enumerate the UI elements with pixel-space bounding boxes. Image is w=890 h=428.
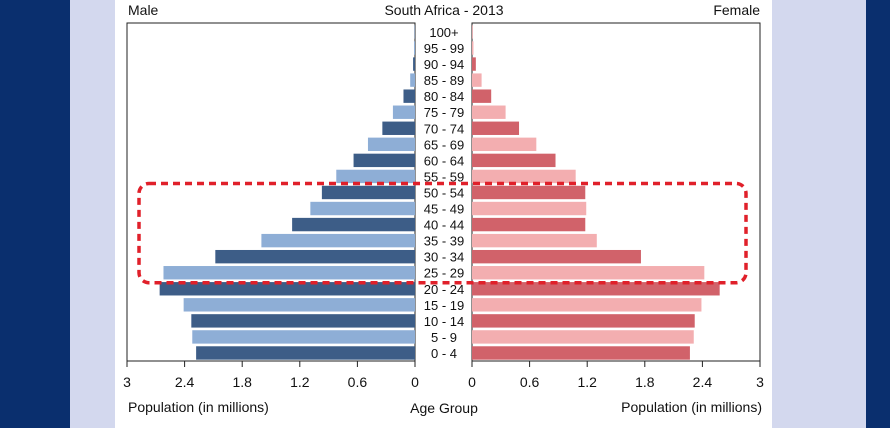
age-group-label: 85 - 89 bbox=[424, 73, 464, 88]
chart-title: South Africa - 2013 bbox=[384, 2, 503, 18]
female-bar bbox=[472, 89, 492, 103]
male-bar bbox=[183, 298, 415, 312]
female-header: Female bbox=[713, 2, 760, 18]
age-group-label: 70 - 74 bbox=[424, 121, 464, 136]
age-group-label: 65 - 69 bbox=[424, 137, 464, 152]
male-bar bbox=[403, 89, 415, 103]
age-group-label: 15 - 19 bbox=[424, 298, 464, 313]
female-bar bbox=[472, 266, 705, 280]
male-bar bbox=[310, 201, 415, 216]
male-bar bbox=[353, 153, 415, 168]
male-bar bbox=[392, 105, 415, 119]
female-tick-label: 1.8 bbox=[635, 374, 655, 390]
male-axis-label: Population (in millions) bbox=[128, 399, 269, 415]
age-group-label: 50 - 54 bbox=[424, 185, 464, 200]
age-group-axis-label: Age Group bbox=[410, 400, 478, 416]
male-bar bbox=[367, 137, 415, 152]
female-tick-label: 0 bbox=[468, 374, 476, 390]
female-axis-ticks: 0 0.6 1.2 1.8 2.4 3 bbox=[468, 361, 764, 390]
male-bar bbox=[196, 346, 415, 360]
female-bar bbox=[472, 298, 702, 312]
age-group-label: 10 - 14 bbox=[424, 314, 464, 329]
female-bar bbox=[472, 233, 597, 248]
female-bar bbox=[472, 330, 694, 344]
age-group-label: 40 - 44 bbox=[424, 218, 464, 233]
male-tick-label: 1.2 bbox=[290, 374, 310, 390]
female-axis-label: Population (in millions) bbox=[621, 399, 762, 415]
female-tick-label: 3 bbox=[756, 374, 764, 390]
age-group-label: 5 - 9 bbox=[431, 330, 457, 345]
female-tick-label: 2.4 bbox=[693, 374, 713, 390]
female-bar bbox=[472, 282, 720, 296]
male-bar bbox=[159, 282, 415, 296]
male-bar bbox=[336, 169, 415, 184]
female-bar bbox=[472, 121, 520, 135]
male-axis-ticks: 0 0.6 1.2 1.8 2.4 3 bbox=[123, 361, 419, 390]
female-bar bbox=[472, 137, 537, 152]
male-bar bbox=[321, 185, 415, 200]
age-group-label: 30 - 34 bbox=[424, 250, 464, 265]
male-bar bbox=[410, 73, 415, 87]
female-tick-label: 1.2 bbox=[577, 374, 597, 390]
male-tick-label: 3 bbox=[123, 374, 131, 390]
male-bar bbox=[192, 330, 415, 344]
female-bar bbox=[472, 249, 641, 264]
female-bar bbox=[472, 217, 586, 232]
male-bar bbox=[414, 41, 415, 55]
age-group-label: 75 - 79 bbox=[424, 105, 464, 120]
age-group-label: 95 - 99 bbox=[424, 41, 464, 56]
male-bar bbox=[292, 217, 415, 232]
female-tick-label: 0.6 bbox=[520, 374, 540, 390]
age-group-label: 20 - 24 bbox=[424, 282, 464, 297]
highlight-dashed-box bbox=[137, 181, 748, 285]
female-bar bbox=[472, 314, 695, 328]
male-bar bbox=[191, 314, 415, 328]
left-background-band bbox=[0, 0, 70, 428]
age-group-label: 90 - 94 bbox=[424, 57, 464, 72]
female-bar bbox=[472, 169, 576, 184]
female-bar bbox=[472, 185, 586, 200]
age-group-label: 0 - 4 bbox=[431, 346, 457, 361]
female-bar bbox=[472, 41, 474, 55]
female-bars bbox=[472, 25, 720, 360]
male-bars bbox=[159, 25, 415, 360]
male-bar bbox=[413, 57, 415, 71]
female-bar bbox=[472, 105, 506, 119]
age-group-label: 55 - 59 bbox=[424, 169, 464, 184]
male-tick-label: 0.6 bbox=[348, 374, 368, 390]
male-header: Male bbox=[128, 2, 159, 18]
female-bar bbox=[472, 57, 476, 71]
male-tick-label: 0 bbox=[411, 374, 419, 390]
male-bar bbox=[261, 233, 415, 248]
female-bar bbox=[472, 73, 482, 87]
age-group-label: 25 - 29 bbox=[424, 266, 464, 281]
male-tick-label: 2.4 bbox=[175, 374, 195, 390]
male-tick-label: 1.8 bbox=[232, 374, 252, 390]
female-bar bbox=[472, 201, 587, 216]
age-group-label: 80 - 84 bbox=[424, 89, 464, 104]
age-group-label: 45 - 49 bbox=[424, 202, 464, 217]
male-bar bbox=[215, 249, 415, 264]
age-group-label: 60 - 64 bbox=[424, 153, 464, 168]
female-bar bbox=[472, 346, 690, 360]
male-bar bbox=[163, 266, 415, 280]
right-background-band bbox=[866, 0, 890, 428]
age-group-label: 100+ bbox=[429, 25, 458, 40]
age-group-label: 35 - 39 bbox=[424, 234, 464, 249]
female-bar bbox=[472, 153, 556, 168]
male-bar bbox=[382, 121, 415, 135]
